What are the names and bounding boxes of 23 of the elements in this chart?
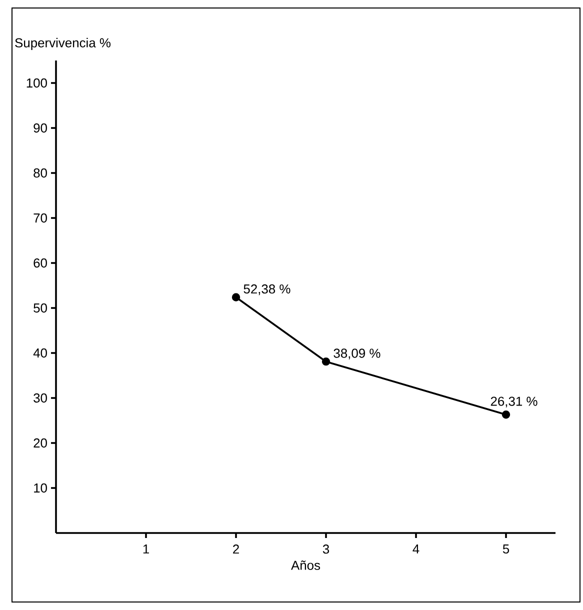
point <box>502 410 510 419</box>
x-tick-label: 2 <box>233 544 239 554</box>
y-tick-label: 80 <box>34 168 47 178</box>
y-tick-label: 70 <box>34 213 47 223</box>
y-tick-label: 90 <box>34 123 47 133</box>
x-tick-label: 4 <box>412 544 420 554</box>
y-tick-label: 100 <box>26 78 47 88</box>
x-tick-label: 1 <box>143 544 149 554</box>
y-tick-label: 60 <box>34 258 47 268</box>
data-label: 38,09 % <box>334 348 380 360</box>
data-label: 52,38 % <box>244 284 290 296</box>
y-tick-label: 30 <box>34 393 47 403</box>
y-tick-label: 40 <box>33 348 47 358</box>
x-tick-label: 3 <box>322 544 330 554</box>
point <box>232 293 240 302</box>
y-tick-label: 50 <box>34 303 47 313</box>
data-label: 26,31 % <box>490 396 538 408</box>
y-tick-label: 10 <box>34 483 47 493</box>
point <box>322 357 330 366</box>
x-tick-label: 5 <box>502 544 510 554</box>
x-axis-title: Años <box>291 560 320 570</box>
y-tick-label: 20 <box>34 438 47 448</box>
y-axis-title: Supervivencia % <box>15 38 110 50</box>
